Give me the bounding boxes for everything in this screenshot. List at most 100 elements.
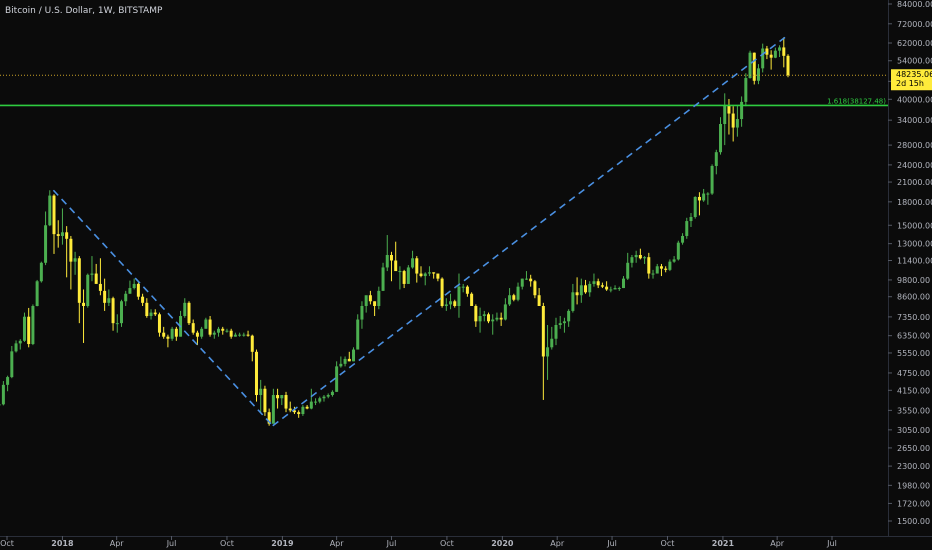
- candle-body: [119, 301, 123, 324]
- candle-body: [638, 254, 642, 259]
- candle-down: [752, 52, 756, 85]
- symbol-title: Bitcoin / U.S. Dollar, 1W, BITSTAMP: [5, 6, 163, 16]
- candle-down: [166, 334, 170, 348]
- y-tick-label: 6350.00: [897, 332, 930, 341]
- candle-down: [136, 282, 140, 300]
- x-tick-label: 2021: [712, 539, 735, 548]
- candle-down: [440, 277, 444, 308]
- candle-down: [69, 235, 73, 290]
- time-axis[interactable]: Oct 2018 Apr Jul Oct 2019 Apr Jul Oct 2020 Apr Jul O…: [0, 536, 837, 548]
- candle-body: [634, 254, 638, 258]
- candle-body: [14, 343, 18, 352]
- candle-body: [714, 152, 718, 166]
- candle-body: [537, 295, 541, 307]
- candle-up: [31, 304, 35, 346]
- candle-up: [360, 301, 364, 329]
- candle-down: [153, 309, 157, 317]
- candle-body: [600, 285, 604, 287]
- candle-body: [440, 278, 444, 307]
- candle-body: [668, 261, 672, 270]
- candles: [0, 37, 790, 426]
- candle-up: [242, 332, 246, 337]
- candle-body: [242, 334, 246, 336]
- candle-down: [250, 334, 254, 362]
- candle-body: [706, 193, 710, 195]
- candle-body: [107, 298, 111, 303]
- candle-up: [259, 379, 263, 413]
- candle-body: [364, 295, 368, 307]
- y-tick-label: 8600.00: [897, 293, 930, 302]
- candle-body: [406, 267, 410, 284]
- candle-body: [474, 306, 478, 322]
- candle-body: [626, 262, 630, 279]
- candle-up: [115, 314, 119, 333]
- candle-body: [482, 314, 486, 317]
- candle-up: [60, 208, 64, 245]
- candle-body: [111, 298, 115, 324]
- candle-up: [672, 256, 676, 263]
- candle-body: [82, 302, 86, 307]
- y-tick-label: 4150.00: [897, 386, 930, 395]
- candle-down: [263, 385, 267, 416]
- candle-body: [90, 273, 94, 275]
- candle-body: [288, 408, 292, 411]
- candle-body: [541, 306, 545, 357]
- candle-up: [0, 404, 1, 406]
- candle-down: [229, 328, 233, 339]
- candle-body: [423, 273, 427, 277]
- candle-body: [94, 273, 98, 284]
- candle-up: [449, 293, 453, 310]
- candle-body: [1, 384, 5, 405]
- candle-up: [491, 314, 495, 335]
- candle-body: [449, 301, 453, 305]
- fib-level-text: 1.618(38127.48): [827, 97, 886, 105]
- candle-body: [373, 301, 377, 307]
- candle-up: [503, 298, 507, 321]
- candle-body: [503, 304, 507, 320]
- candle-down: [402, 269, 406, 289]
- candle-body: [702, 193, 706, 201]
- candle-down: [94, 263, 98, 284]
- candle-body: [773, 50, 777, 58]
- candle-body: [697, 196, 701, 201]
- candle-body: [550, 338, 554, 348]
- candle-body: [520, 278, 524, 287]
- candle-down: [432, 272, 436, 279]
- candle-down: [453, 299, 457, 308]
- candle-body: [676, 242, 680, 260]
- candle-down: [284, 391, 288, 413]
- candle-down: [596, 278, 600, 289]
- candle-down: [111, 296, 115, 331]
- candle-down: [647, 252, 651, 279]
- candle-body: [318, 398, 322, 402]
- candle-body: [546, 347, 550, 357]
- candle-body: [187, 302, 191, 324]
- candle-body: [740, 101, 744, 120]
- candle-body: [659, 266, 663, 269]
- candle-up: [668, 259, 672, 272]
- x-tick-label: Apr: [110, 539, 125, 548]
- candle-body: [339, 363, 343, 367]
- trendline: [52, 189, 274, 427]
- candle-down: [305, 405, 309, 410]
- candle-up: [710, 164, 714, 195]
- candle-body: [465, 286, 469, 294]
- candle-up: [39, 261, 43, 283]
- candle-up: [613, 285, 617, 290]
- candle-down: [157, 312, 161, 337]
- candle-body: [225, 330, 229, 332]
- candle-up: [356, 314, 360, 350]
- candle-body: [491, 319, 495, 322]
- y-tick-label: 5550.00: [897, 349, 930, 358]
- candle-body: [402, 271, 406, 284]
- candle-down: [162, 326, 166, 339]
- candle-body: [86, 274, 90, 307]
- candle-body: [31, 306, 35, 345]
- candle-down: [145, 298, 149, 318]
- candle-body: [35, 281, 39, 307]
- candle-body: [651, 273, 655, 275]
- x-tick-label: Oct: [220, 539, 234, 548]
- candle-body: [191, 323, 195, 333]
